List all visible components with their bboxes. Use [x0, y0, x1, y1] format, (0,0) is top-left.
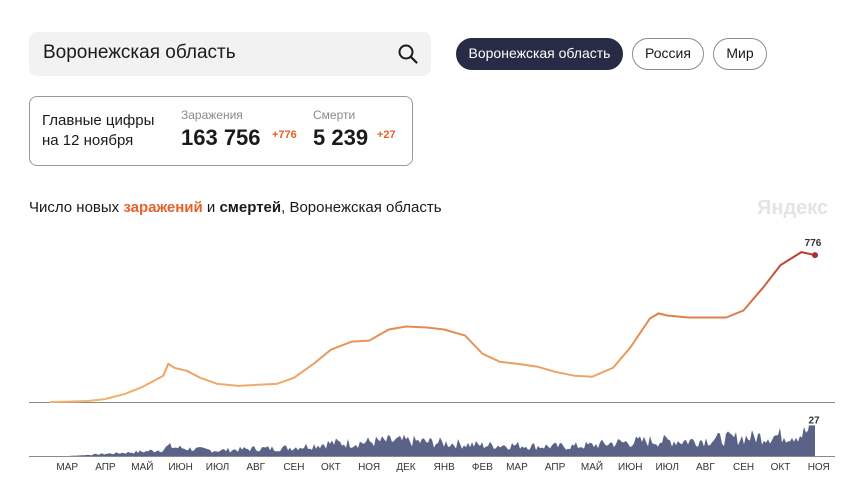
chart-caption: Число новых заражений и смертей, Воронеж… [29, 199, 442, 216]
x-axis-ticks: МАР АПР МАЙ ИЮН ИЮЛ АВГ СЕН ОКТ НОЯ ДЕК ЯНВ ФЕВ МАР А… [56, 460, 829, 473]
caption-deaths-word: смертей [219, 199, 282, 216]
x-tick-label: ОКТ [321, 462, 341, 473]
caption-infections-word: заражений [123, 199, 203, 216]
infections-end-label: 776 [805, 238, 822, 249]
x-tick-label: ОКТ [771, 462, 791, 473]
x-tick-label: МАЙ [131, 460, 153, 473]
key-stats-card: Главные цифры на 12 ноября Заражения 163… [29, 96, 413, 166]
x-tick-label: СЕН [283, 462, 304, 473]
key-stats-heading: Главные цифры на 12 ноября [42, 112, 155, 149]
x-tick-label: СЕН [733, 462, 754, 473]
x-tick-label: АПР [95, 462, 116, 473]
x-tick-label: НОЯ [358, 462, 380, 473]
x-tick-label: МАР [56, 462, 78, 473]
x-tick-label: МАЙ [581, 460, 603, 473]
deaths-total: 5 239 [313, 125, 369, 150]
search-icon[interactable] [397, 43, 419, 65]
infections-delta: +776 [272, 129, 297, 141]
infections-line [49, 251, 816, 403]
x-tick-label: ИЮЛ [206, 462, 229, 473]
deaths-end-label: 27 [808, 415, 820, 426]
x-tick-label: ИЮН [618, 462, 643, 473]
x-tick-label: АПР [545, 462, 566, 473]
covid-chart: 776 27 МАР АПР МАЙ ИЮН ИЮЛ АВГ СЕН ОКТ НОЯ ДЕК ЯНВ… [29, 238, 835, 473]
x-tick-label: АВГ [696, 462, 715, 473]
region-chip-voronezh[interactable]: Воронежская область [456, 38, 623, 70]
x-tick-label: ФЕВ [472, 462, 493, 473]
region-chip-russia[interactable]: Россия [632, 38, 704, 70]
infections-total: 163 756 [181, 125, 261, 150]
deaths-area [50, 425, 815, 456]
x-tick-label: АВГ [246, 462, 265, 473]
deaths-stat: Смерти 5 239 +27 [313, 108, 396, 151]
deaths-label: Смерти [313, 108, 356, 122]
infections-stat: Заражения 163 756 +776 [181, 108, 297, 151]
search-input[interactable]: Воронежская область [43, 42, 236, 63]
region-chip-world[interactable]: Мир [713, 38, 767, 70]
x-tick-label: МАР [506, 462, 528, 473]
yandex-watermark: Яндекс [757, 197, 829, 219]
infections-label: Заражения [181, 108, 243, 122]
x-tick-label: ДЕК [396, 462, 415, 473]
x-tick-label: ИЮН [168, 462, 193, 473]
search-box[interactable]: Воронежская область [29, 32, 431, 76]
x-tick-label: ЯНВ [434, 462, 455, 473]
deaths-delta: +27 [377, 129, 396, 141]
infections-end-marker [812, 252, 818, 259]
x-tick-label: НОЯ [808, 462, 830, 473]
x-tick-label: ИЮЛ [655, 462, 678, 473]
